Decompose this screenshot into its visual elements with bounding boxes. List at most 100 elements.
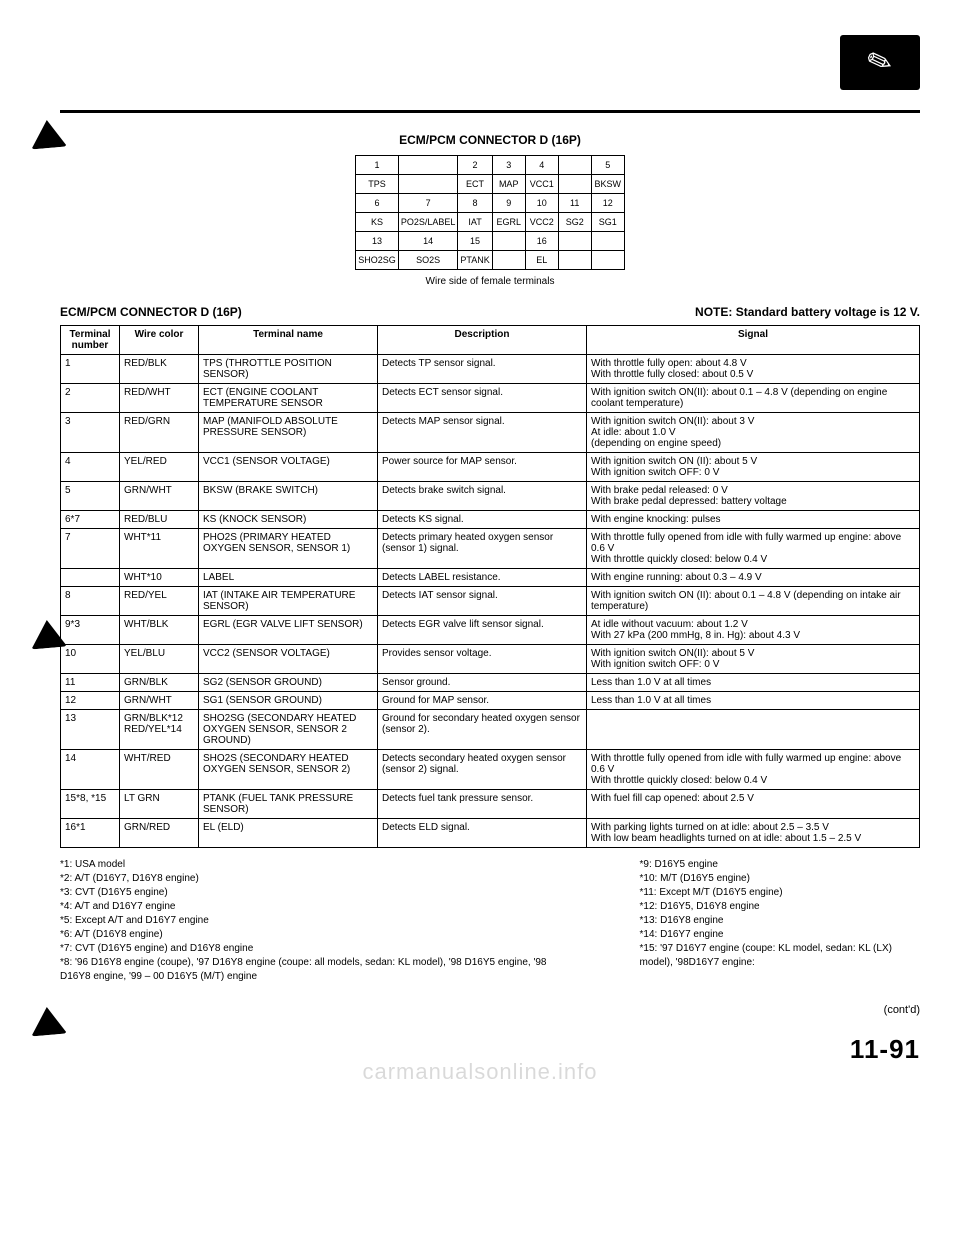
table-cell: MAP (MANIFOLD ABSOLUTE PRESSURE SENSOR) <box>199 413 378 453</box>
table-cell: 11 <box>61 674 120 692</box>
table-cell: KS (KNOCK SENSOR) <box>199 511 378 529</box>
table-cell: SG1 (SENSOR GROUND) <box>199 692 378 710</box>
footnote-item: *11: Except M/T (D16Y5 engine) <box>640 886 921 900</box>
table-cell: 1 <box>61 355 120 384</box>
table-cell: GRN/RED <box>120 819 199 848</box>
table-cell: GRN/WHT <box>120 692 199 710</box>
th-terminal: Terminal number <box>61 326 120 355</box>
table-row: 13GRN/BLK*12 RED/YEL*14SHO2SG (SECONDARY… <box>61 710 920 750</box>
footnote-item: *12: D16Y5, D16Y8 engine <box>640 900 921 914</box>
table-cell: WHT*10 <box>120 569 199 587</box>
footnote-item: *13: D16Y8 engine <box>640 914 921 928</box>
table-row: 8RED/YELIAT (INTAKE AIR TEMPERATURE SENS… <box>61 587 920 616</box>
table-cell: WHT/BLK <box>120 616 199 645</box>
table-row: 14WHT/REDSHO2S (SECONDARY HEATED OXYGEN … <box>61 750 920 790</box>
table-cell: Detects KS signal. <box>378 511 587 529</box>
table-row: 5GRN/WHTBKSW (BRAKE SWITCH)Detects brake… <box>61 482 920 511</box>
footnote-item: *1: USA model <box>60 858 580 872</box>
footnote-item: *10: M/T (D16Y5 engine) <box>640 872 921 886</box>
table-cell: VCC1 (SENSOR VOLTAGE) <box>199 453 378 482</box>
th-name: Terminal name <box>199 326 378 355</box>
table-cell: EL (ELD) <box>199 819 378 848</box>
table-cell: VCC2 (SENSOR VOLTAGE) <box>199 645 378 674</box>
table-cell: Detects brake switch signal. <box>378 482 587 511</box>
table-cell: GRN/BLK*12 RED/YEL*14 <box>120 710 199 750</box>
connector-title: ECM/PCM CONNECTOR D (16P) <box>60 133 920 147</box>
table-cell: GRN/BLK <box>120 674 199 692</box>
table-cell: Detects ELD signal. <box>378 819 587 848</box>
table-cell: With parking lights turned on at idle: a… <box>587 819 920 848</box>
table-cell: Less than 1.0 V at all times <box>587 674 920 692</box>
table-cell: RED/GRN <box>120 413 199 453</box>
table-cell: 6*7 <box>61 511 120 529</box>
table-cell: YEL/BLU <box>120 645 199 674</box>
table-cell: Detects MAP sensor signal. <box>378 413 587 453</box>
table-cell: 7 <box>61 529 120 569</box>
footnote-item: *4: A/T and D16Y7 engine <box>60 900 580 914</box>
table-cell: With brake pedal released: 0 V With brak… <box>587 482 920 511</box>
table-cell: TPS (THROTTLE POSITION SENSOR) <box>199 355 378 384</box>
table-row: 4YEL/REDVCC1 (SENSOR VOLTAGE)Power sourc… <box>61 453 920 482</box>
table-cell: GRN/WHT <box>120 482 199 511</box>
footnote-item: *7: CVT (D16Y5 engine) and D16Y8 engine <box>60 942 580 956</box>
table-cell: EGRL (EGR VALVE LIFT SENSOR) <box>199 616 378 645</box>
table-cell: Power source for MAP sensor. <box>378 453 587 482</box>
section-title: ECM/PCM CONNECTOR D (16P) <box>60 305 242 319</box>
table-cell: RED/WHT <box>120 384 199 413</box>
logo-box: ✎ <box>840 35 920 90</box>
footnote-item: *9: D16Y5 engine <box>640 858 921 872</box>
table-cell: With throttle fully open: about 4.8 V Wi… <box>587 355 920 384</box>
table-cell: 2 <box>61 384 120 413</box>
table-cell: BKSW (BRAKE SWITCH) <box>199 482 378 511</box>
table-cell: Ground for MAP sensor. <box>378 692 587 710</box>
table-cell: RED/YEL <box>120 587 199 616</box>
table-cell <box>587 710 920 750</box>
footnote-item: *8: '96 D16Y8 engine (coupe), '97 D16Y8 … <box>60 956 580 984</box>
table-cell: SG2 (SENSOR GROUND) <box>199 674 378 692</box>
table-cell: SHO2S (SECONDARY HEATED OXYGEN SENSOR, S… <box>199 750 378 790</box>
top-divider <box>60 110 920 113</box>
th-wire: Wire color <box>120 326 199 355</box>
table-cell: 3 <box>61 413 120 453</box>
table-cell: 12 <box>61 692 120 710</box>
table-row: 16*1GRN/REDEL (ELD)Detects ELD signal.Wi… <box>61 819 920 848</box>
section-note: NOTE: Standard battery voltage is 12 V. <box>695 305 920 319</box>
table-cell: Detects fuel tank pressure sensor. <box>378 790 587 819</box>
table-cell: SHO2SG (SECONDARY HEATED OXYGEN SENSOR, … <box>199 710 378 750</box>
watermark: carmanualsonline.info <box>362 1059 597 1085</box>
table-cell: Detects LABEL resistance. <box>378 569 587 587</box>
table-cell: Detects primary heated oxygen sensor (se… <box>378 529 587 569</box>
footnote-item: *3: CVT (D16Y5 engine) <box>60 886 580 900</box>
table-row: 7WHT*11PHO2S (PRIMARY HEATED OXYGEN SENS… <box>61 529 920 569</box>
contd-label: (cont'd) <box>60 1004 920 1016</box>
table-row: 12GRN/WHTSG1 (SENSOR GROUND)Ground for M… <box>61 692 920 710</box>
table-cell: IAT (INTAKE AIR TEMPERATURE SENSOR) <box>199 587 378 616</box>
triangle-marker <box>29 618 67 649</box>
footnote-item: *6: A/T (D16Y8 engine) <box>60 928 580 942</box>
table-cell: With ignition switch ON(II): about 0.1 –… <box>587 384 920 413</box>
table-row: 3RED/GRNMAP (MANIFOLD ABSOLUTE PRESSURE … <box>61 413 920 453</box>
table-cell: With ignition switch ON(II): about 3 V A… <box>587 413 920 453</box>
table-cell: 9*3 <box>61 616 120 645</box>
footnotes-right: *9: D16Y5 engine*10: M/T (D16Y5 engine)*… <box>640 858 921 984</box>
connector-pinout: 12345 TPSECTMAPVCC1BKSW 6789101112 KSPO2… <box>355 155 624 270</box>
footnotes-left: *1: USA model*2: A/T (D16Y7, D16Y8 engin… <box>60 858 580 984</box>
table-cell: Detects ECT sensor signal. <box>378 384 587 413</box>
table-cell: RED/BLK <box>120 355 199 384</box>
table-cell: With ignition switch ON (II): about 5 V … <box>587 453 920 482</box>
table-row: 6*7RED/BLUKS (KNOCK SENSOR)Detects KS si… <box>61 511 920 529</box>
table-cell: 15*8, *15 <box>61 790 120 819</box>
connector-caption: Wire side of female terminals <box>60 276 920 287</box>
table-cell: 4 <box>61 453 120 482</box>
table-cell: With ignition switch ON (II): about 0.1 … <box>587 587 920 616</box>
table-row: 9*3WHT/BLKEGRL (EGR VALVE LIFT SENSOR)De… <box>61 616 920 645</box>
footnote-item: *15: '97 D16Y7 engine (coupe: KL model, … <box>640 942 921 970</box>
table-cell: With throttle fully opened from idle wit… <box>587 529 920 569</box>
footnote-item: *14: D16Y7 engine <box>640 928 921 942</box>
table-row: 11GRN/BLKSG2 (SENSOR GROUND)Sensor groun… <box>61 674 920 692</box>
table-cell: 14 <box>61 750 120 790</box>
table-cell: Detects TP sensor signal. <box>378 355 587 384</box>
table-cell: 16*1 <box>61 819 120 848</box>
footnote-item: *5: Except A/T and D16Y7 engine <box>60 914 580 928</box>
triangle-marker <box>29 118 67 149</box>
